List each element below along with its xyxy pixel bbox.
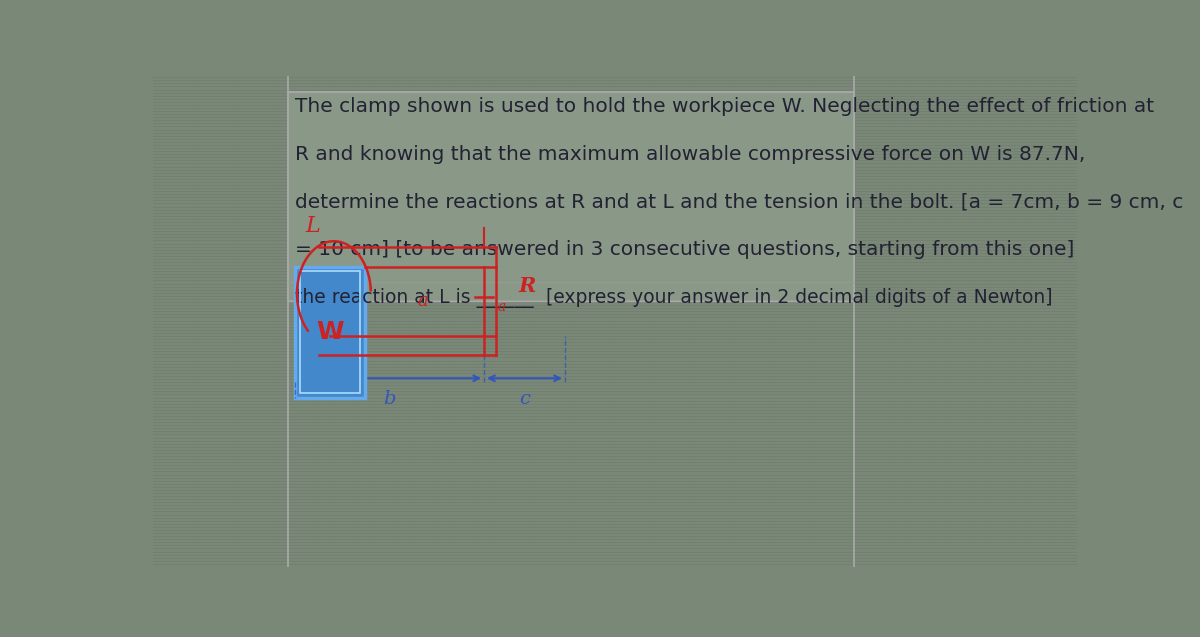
Text: The clamp shown is used to hold the workpiece W. Neglecting the effect of fricti: The clamp shown is used to hold the work… (295, 97, 1154, 116)
Text: L: L (306, 215, 320, 238)
Text: R and knowing that the maximum allowable compressive force on W is 87.7N,: R and knowing that the maximum allowable… (295, 145, 1086, 164)
Text: R: R (518, 276, 536, 296)
Text: W: W (317, 320, 344, 344)
Text: b: b (384, 390, 396, 408)
FancyBboxPatch shape (295, 267, 365, 397)
Text: c: c (520, 390, 530, 408)
Text: determine the reactions at R and at L and the tension in the bolt. [a = 7cm, b =: determine the reactions at R and at L an… (295, 193, 1183, 211)
Text: the reaction at L is ______: the reaction at L is ______ (295, 288, 534, 308)
FancyBboxPatch shape (288, 92, 853, 301)
Text: = 10 cm] [to be answered in 3 consecutive questions, starting from this one]: = 10 cm] [to be answered in 3 consecutiv… (295, 240, 1075, 259)
Text: a: a (418, 292, 428, 310)
Text: [express your answer in 2 decimal digits of a Newton]: [express your answer in 2 decimal digits… (534, 288, 1052, 307)
Text: a: a (498, 299, 506, 313)
